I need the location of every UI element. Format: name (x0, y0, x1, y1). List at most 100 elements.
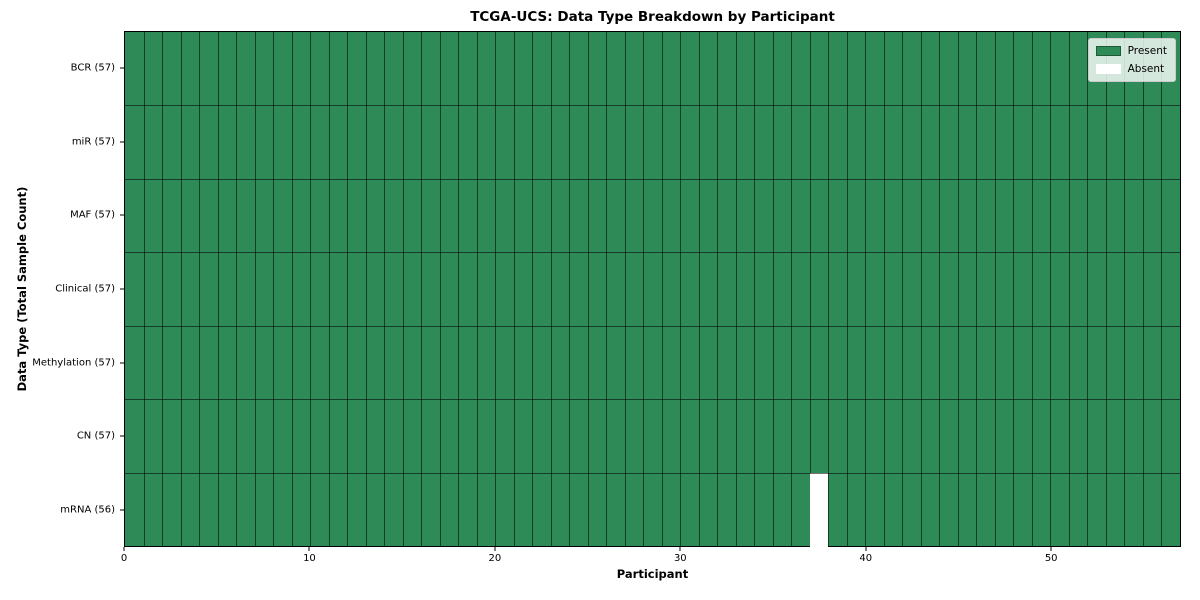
cell-border-vertical (680, 32, 682, 546)
cell-border-vertical (402, 32, 404, 546)
legend-label: Present (1127, 45, 1167, 57)
cell-border-vertical (939, 32, 941, 546)
chart-title: TCGA-UCS: Data Type Breakdown by Partici… (470, 9, 835, 25)
cell-border-vertical (865, 32, 867, 546)
ytick-label-mRNA: mRNA (56) (60, 504, 115, 516)
xtick-label-50: 50 (1044, 553, 1058, 564)
cell-border-vertical (698, 32, 700, 546)
ytick-mark (120, 509, 124, 511)
cell-border-vertical (1105, 32, 1107, 546)
row-border-horizontal (125, 399, 1180, 401)
legend-label: Absent (1127, 63, 1165, 75)
ytick-label-CN: CN (57) (76, 430, 115, 442)
cell-border-vertical (384, 32, 386, 546)
y-axis-ticks: BCR (57) miR (57) MAF (57) Clinical (57) Met… (0, 31, 124, 547)
xtick-label-40: 40 (859, 553, 873, 564)
cell-border-vertical (735, 32, 737, 546)
ytick-mark (120, 214, 124, 216)
cell-border-vertical (439, 32, 441, 546)
cell-border-vertical (495, 32, 497, 546)
cell-border-vertical (569, 32, 571, 546)
cell-border-vertical (476, 32, 478, 546)
x-axis-ticks: 0 10 20 30 40 50 (120, 547, 1181, 569)
cell-border-vertical (1031, 32, 1033, 546)
cell-border-vertical (994, 32, 996, 546)
xtick-mark (1050, 547, 1052, 551)
cell-border-vertical (791, 32, 793, 546)
cell-border-vertical (1161, 32, 1163, 546)
cell-border-vertical (828, 32, 830, 546)
cell-border-vertical (1050, 32, 1052, 546)
cell-border-vertical (162, 32, 164, 546)
cell-border-vertical (883, 32, 885, 546)
ytick-label-BCR: BCR (57) (70, 62, 115, 74)
cell-border-vertical (532, 32, 534, 546)
ytick-mark (120, 67, 124, 69)
legend-entry-present: Present (1095, 45, 1167, 57)
cell-border-vertical (254, 32, 256, 546)
cell-border-vertical (273, 32, 275, 546)
ytick-label-MAF: MAF (57) (70, 209, 115, 221)
row-border-horizontal (125, 252, 1180, 254)
legend: Present Absent (1087, 38, 1176, 82)
xtick-mark (123, 547, 125, 551)
cell-border-vertical (458, 32, 460, 546)
cell-border-vertical (310, 32, 312, 546)
row-border-horizontal (125, 105, 1180, 107)
cell-border-vertical (328, 32, 330, 546)
cell-border-vertical (772, 32, 774, 546)
plot-area: Present Absent (124, 31, 1181, 548)
xtick-label-30: 30 (673, 553, 687, 564)
cell-border-vertical (180, 32, 182, 546)
cell-border-vertical (902, 32, 904, 546)
x-axis-label: Participant (616, 567, 689, 581)
cell-border-vertical (920, 32, 922, 546)
xtick-mark (308, 547, 310, 551)
legend-swatch-absent (1095, 64, 1121, 74)
ytick-mark (120, 141, 124, 143)
cell-border-vertical (846, 32, 848, 546)
cell-border-vertical (365, 32, 367, 546)
cell-border-vertical (624, 32, 626, 546)
cell-border-vertical (550, 32, 552, 546)
row-border-horizontal (125, 472, 1180, 474)
ytick-label-Clinical: Clinical (57) (55, 283, 115, 295)
xtick-label-20: 20 (488, 553, 502, 564)
cell-border-vertical (661, 32, 663, 546)
xtick-mark (865, 547, 867, 551)
cell-border-vertical (643, 32, 645, 546)
absent-cell-mRNA-37 (809, 472, 829, 548)
legend-swatch-present (1095, 46, 1121, 56)
cell-border-vertical (347, 32, 349, 546)
cell-border-vertical (1087, 32, 1089, 546)
row-border-horizontal (125, 325, 1180, 327)
cell-border-vertical (717, 32, 719, 546)
row-border-horizontal (125, 178, 1180, 180)
xtick-label-10: 10 (303, 553, 316, 564)
cell-border-vertical (606, 32, 608, 546)
cell-border-vertical (1068, 32, 1070, 546)
cell-border-vertical (754, 32, 756, 546)
cell-border-vertical (421, 32, 423, 546)
xtick-label-0: 0 (120, 553, 128, 564)
cell-border-vertical (809, 32, 811, 546)
ytick-mark (120, 288, 124, 290)
cell-border-vertical (217, 32, 219, 546)
cell-border-vertical (957, 32, 959, 546)
ytick-mark (120, 362, 124, 364)
cell-border-vertical (1124, 32, 1126, 546)
cell-border-vertical (199, 32, 201, 546)
xtick-mark (679, 547, 681, 551)
cell-border-vertical (236, 32, 238, 546)
ytick-label-miR: miR (57) (71, 136, 115, 148)
legend-entry-absent: Absent (1095, 63, 1167, 75)
ytick-mark (120, 435, 124, 437)
cell-border-vertical (143, 32, 145, 546)
cell-border-vertical (587, 32, 589, 546)
cell-border-vertical (1013, 32, 1015, 546)
cell-border-vertical (291, 32, 293, 546)
cell-border-vertical (1142, 32, 1144, 546)
cell-border-vertical (976, 32, 978, 546)
ytick-label-Methylation: Methylation (57) (32, 357, 115, 369)
